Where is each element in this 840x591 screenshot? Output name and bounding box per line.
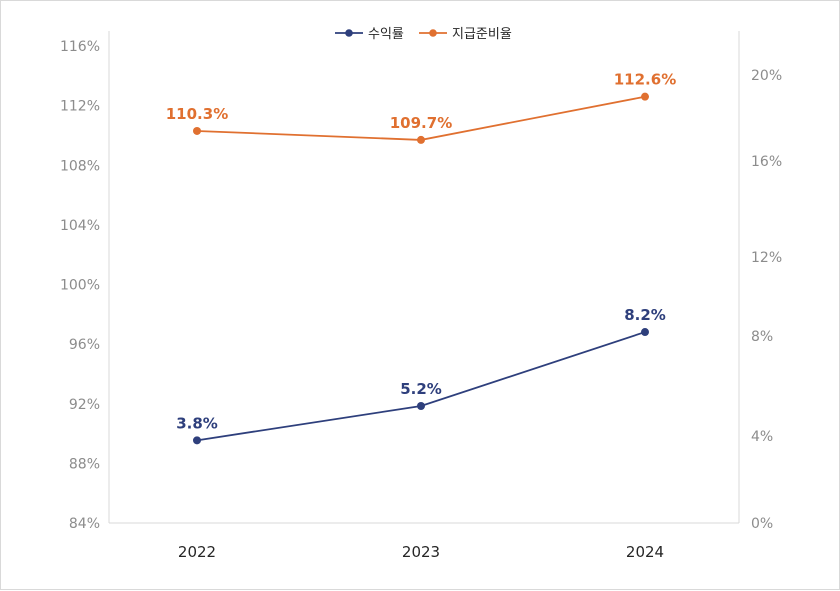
legend-label-reserve-ratio: 지급준비율: [452, 27, 512, 42]
data-point-reserve-ratio: [641, 92, 649, 101]
right-tick-label: 12%: [751, 250, 782, 266]
left-tick-label: 84%: [69, 516, 100, 532]
left-axis-ticks: 84% 88% 92% 96% 100% 104% 108% 112% 116%: [60, 39, 100, 532]
left-tick-label: 100%: [60, 278, 100, 294]
right-tick-label: 0%: [751, 516, 773, 532]
right-axis-ticks: 0% 4% 8% 12% 16% 20%: [751, 68, 782, 532]
right-tick-label: 16%: [751, 154, 782, 170]
data-label-returns: 8.2%: [624, 306, 666, 324]
x-tick-label: 2024: [626, 543, 664, 561]
legend-item-returns: 수익률: [335, 27, 404, 42]
legend-marker-reserve-ratio: [429, 29, 437, 37]
right-tick-label: 8%: [751, 329, 773, 345]
left-tick-label: 88%: [69, 456, 100, 472]
x-tick-label: 2023: [402, 543, 440, 561]
data-label-returns: 3.8%: [176, 414, 218, 432]
left-tick-label: 116%: [60, 39, 100, 55]
data-label-reserve-ratio: 110.3%: [166, 105, 228, 123]
right-tick-label: 20%: [751, 68, 782, 84]
data-point-returns: [417, 402, 425, 410]
legend: 수익률 지급준비율: [335, 27, 512, 42]
x-tick-label: 2022: [178, 543, 216, 561]
data-label-reserve-ratio: 112.6%: [614, 71, 676, 89]
data-label-reserve-ratio: 109.7%: [390, 114, 452, 132]
data-point-reserve-ratio: [417, 135, 425, 144]
data-point-returns: [641, 328, 649, 337]
series-layer: 3.8% 5.2% 8.2% 110.3% 109.7% 112.6%: [166, 71, 676, 445]
left-tick-label: 108%: [60, 158, 100, 174]
data-point-reserve-ratio: [193, 126, 201, 135]
legend-label-returns: 수익률: [368, 27, 404, 42]
left-tick-label: 96%: [69, 337, 100, 353]
left-tick-label: 92%: [69, 397, 100, 413]
left-tick-label: 104%: [60, 218, 100, 234]
x-axis-ticks: 2022 2023 2024: [178, 543, 664, 561]
data-label-returns: 5.2%: [400, 380, 442, 398]
data-point-returns: [193, 436, 201, 445]
right-tick-label: 4%: [751, 429, 773, 445]
left-tick-label: 112%: [60, 99, 100, 115]
legend-marker-returns: [345, 29, 353, 37]
legend-item-reserve-ratio: 지급준비율: [419, 27, 512, 42]
